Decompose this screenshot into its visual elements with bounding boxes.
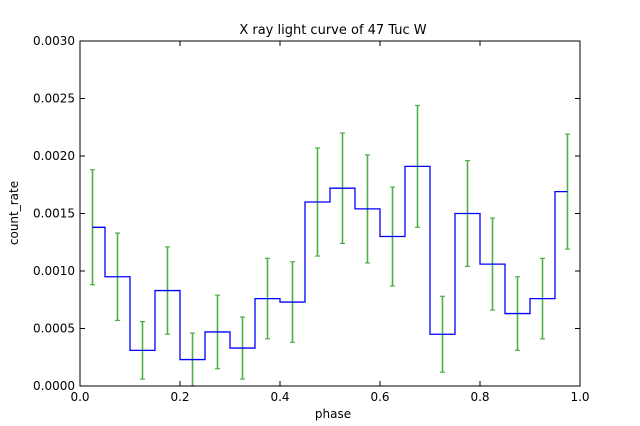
x-tick-label: 0.2 [170, 390, 189, 404]
x-tick-label: 0.0 [70, 390, 89, 404]
y-tick-label: 0.0030 [33, 34, 75, 48]
x-tick-label: 1.0 [570, 390, 589, 404]
y-tick-label: 0.0000 [33, 379, 75, 393]
y-tick-label: 0.0015 [33, 207, 75, 221]
count-rate-step-line [92, 165, 568, 361]
plot-area [90, 104, 570, 387]
x-tick-label: 0.8 [470, 390, 489, 404]
x-axis-label: phase [315, 407, 351, 421]
y-axis: 0.0000 0.0005 0.0010 0.0015 0.0020 0.0025 0.00… [33, 34, 580, 393]
y-tick-label: 0.0010 [33, 264, 75, 278]
y-axis-label: count_rate [7, 181, 21, 245]
y-tick-label: 0.0005 [33, 322, 75, 336]
y-tick-label: 0.0020 [33, 149, 75, 163]
x-tick-label: 0.6 [370, 390, 389, 404]
y-tick-label: 0.0025 [33, 92, 75, 106]
x-axis: 0.0 0.2 0.4 0.6 0.8 1.0 [70, 41, 590, 404]
x-tick-label: 0.4 [270, 390, 289, 404]
chart-title: X ray light curve of 47 Tuc W [239, 23, 426, 38]
